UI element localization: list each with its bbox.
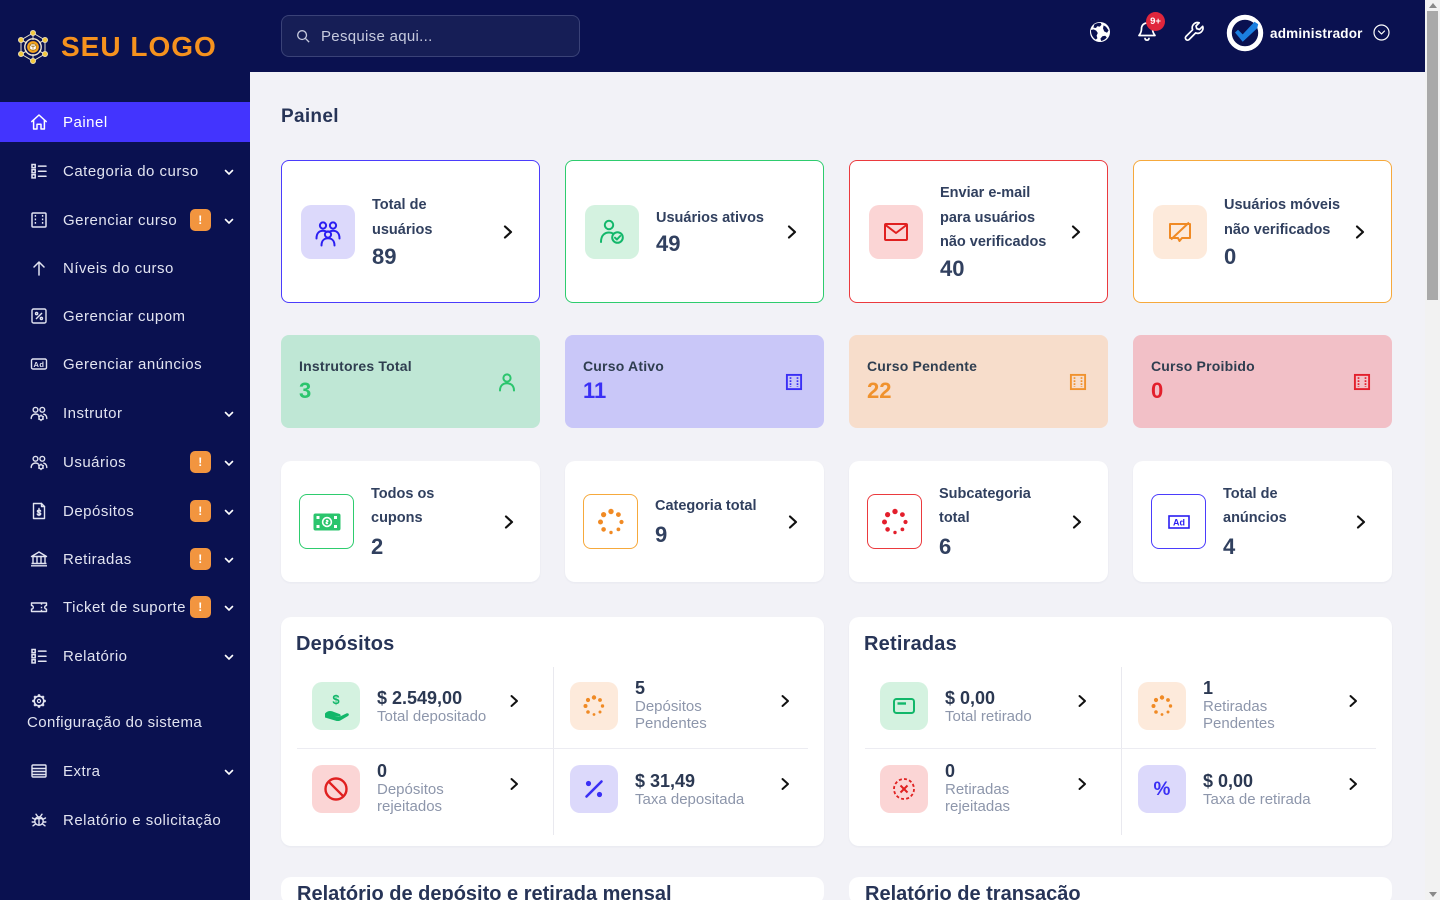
svg-text:$: $ <box>332 692 340 707</box>
svg-text:%: % <box>1154 779 1171 800</box>
svg-text:Ad: Ad <box>34 360 45 369</box>
svg-text:Ad: Ad <box>1173 517 1185 527</box>
